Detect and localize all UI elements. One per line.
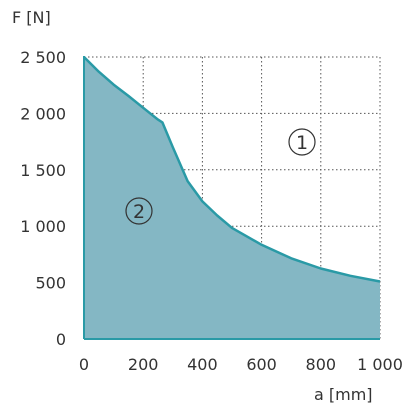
region-markers: 12: [125, 128, 316, 225]
y-tick-label: 2 000: [20, 104, 66, 123]
y-tick-label: 1 500: [20, 161, 66, 180]
region-marker-circle: [125, 197, 153, 225]
area-fill: [84, 57, 380, 339]
axes: [83, 56, 380, 340]
y-axis-label: F [N]: [12, 8, 51, 27]
x-tick-label: 0: [79, 355, 89, 374]
region-marker-circle: [288, 128, 316, 156]
x-tick-label: 600: [246, 355, 277, 374]
x-tick-label: 200: [128, 355, 159, 374]
x-tick-label: 800: [306, 355, 337, 374]
x-tick-label: 1 000: [357, 355, 403, 374]
region-marker-2: 2: [125, 197, 153, 225]
region-marker-label: 1: [296, 132, 308, 154]
region-marker-label: 2: [133, 201, 145, 223]
x-tick-label: 400: [187, 355, 218, 374]
region-marker-1: 1: [288, 128, 316, 156]
x-axis-label: a [mm]: [314, 385, 373, 404]
y-ticks: 0 500 1 000 1 500 2 000 2 500: [20, 48, 66, 349]
y-tick-label: 1 000: [20, 217, 66, 236]
y-tick-label: 500: [35, 274, 66, 293]
y-tick-label: 0: [56, 330, 66, 349]
x-ticks: 0 200 400 600 800 1 000: [79, 355, 403, 374]
y-tick-label: 2 500: [20, 48, 66, 67]
curve-line: [83, 56, 381, 283]
